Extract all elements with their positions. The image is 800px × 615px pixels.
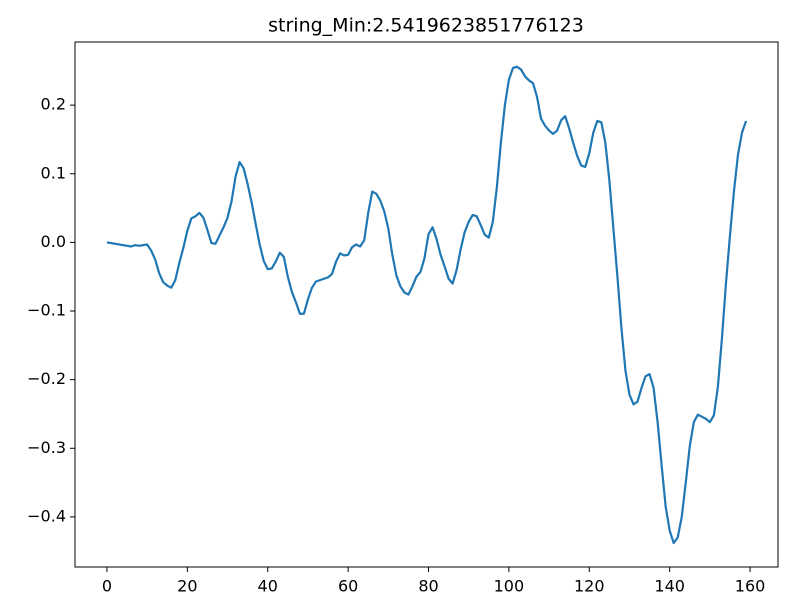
x-tick-label: 140 (654, 577, 685, 596)
y-tick-label: 0.1 (41, 163, 66, 182)
x-tick-label: 40 (258, 577, 278, 596)
y-tick-label: 0.2 (41, 95, 66, 114)
x-tick-label: 160 (735, 577, 766, 596)
axes-frame (74, 41, 779, 568)
x-tick-label: 20 (177, 577, 197, 596)
y-tick-label: −0.4 (27, 506, 66, 525)
chart-title: string_Min:2.5419623851776123 (268, 15, 584, 37)
y-tick-label: −0.2 (27, 369, 66, 388)
x-tick-label: 100 (494, 577, 525, 596)
y-tick-label: −0.3 (27, 438, 66, 457)
data-line (106, 65, 748, 545)
x-tick-label: 0 (102, 577, 112, 596)
y-tick-label: 0.0 (41, 232, 66, 251)
x-tick-label: 60 (338, 577, 358, 596)
x-tick-label: 80 (418, 577, 438, 596)
x-tick-label: 120 (574, 577, 605, 596)
y-tick-label: −0.1 (27, 301, 66, 320)
